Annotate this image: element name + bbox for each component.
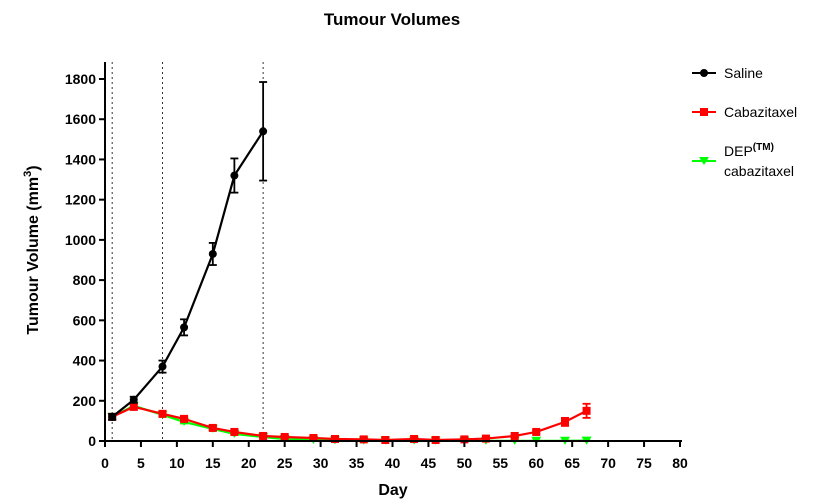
x-tick-label: 80	[672, 455, 688, 471]
y-tick-label: 1800	[65, 71, 96, 87]
y-tick-label: 400	[73, 353, 97, 369]
x-ticks: 0 5 10 15 20 25 30 35 40 45 50 55 60 65 70 75 80	[101, 441, 688, 471]
x-axis-label: Day	[378, 482, 407, 499]
y-axis-label-superscript: 3	[22, 171, 34, 177]
data-point	[208, 249, 217, 258]
reference-lines	[111, 62, 264, 441]
y-tick-label: 0	[88, 433, 96, 449]
data-point	[129, 395, 138, 404]
axes	[104, 62, 682, 442]
y-tick-label: 800	[73, 272, 97, 288]
data-point	[359, 435, 368, 444]
legend-marker-saline	[700, 69, 708, 77]
y-tick-label: 1000	[65, 232, 96, 248]
y-tick-label: 600	[73, 312, 97, 328]
data-point	[532, 427, 541, 436]
data-point	[180, 323, 189, 332]
data-point	[108, 412, 117, 421]
legend-label-saline: Saline	[724, 65, 763, 81]
legend-label-dep: DEP(TM)	[724, 142, 774, 159]
legend-label-dep-text: DEP	[724, 143, 753, 159]
data-point	[259, 127, 268, 136]
x-tick-label: 40	[385, 455, 401, 471]
data-point	[309, 433, 318, 442]
series-line	[111, 130, 265, 418]
chart-title: Tumour Volumes	[324, 10, 460, 29]
x-tick-label: 35	[349, 455, 365, 471]
data-point	[431, 435, 440, 444]
x-tick-label: 70	[600, 455, 616, 471]
data-point	[510, 431, 519, 440]
x-tick-label: 5	[137, 455, 145, 471]
x-tick-label: 45	[421, 455, 437, 471]
x-tick-label: 60	[528, 455, 544, 471]
legend-label-cabazitaxel: Cabazitaxel	[724, 104, 797, 120]
legend-item-cabazitaxel: Cabazitaxel	[692, 104, 797, 120]
y-axis-label-text: Tumour Volume (mm	[25, 177, 42, 335]
data-point	[410, 434, 419, 443]
series-cabazitaxel	[108, 402, 591, 444]
y-tick-label: 1200	[65, 192, 96, 208]
y-axis-label: Tumour Volume (mm3)	[22, 165, 42, 334]
x-tick-label: 30	[313, 455, 329, 471]
y-ticks: 0 200 400 600 800 1000 1200 1400 1600 1800	[65, 71, 105, 449]
data-point	[208, 423, 217, 432]
data-point	[331, 434, 339, 443]
y-tick-label: 1600	[65, 111, 96, 127]
legend-marker-cabazitaxel	[700, 108, 708, 116]
data-point	[280, 432, 289, 441]
data-point	[230, 171, 239, 180]
data-point	[460, 435, 469, 444]
y-tick-label: 1400	[65, 151, 96, 167]
legend-label-dep-superscript: (TM)	[753, 142, 774, 153]
legend-item-dep-cabazitaxel: DEP(TM) cabazitaxel	[692, 142, 794, 179]
data-point	[158, 409, 167, 418]
x-tick-label: 65	[564, 455, 580, 471]
x-tick-label: 25	[277, 455, 293, 471]
data-point	[481, 434, 490, 443]
data-point	[381, 435, 390, 444]
legend-item-saline: Saline	[692, 65, 763, 81]
data-point	[561, 417, 569, 426]
y-tick-label: 200	[73, 393, 97, 409]
legend: Saline Cabazitaxel DEP(TM) cabazitaxel	[692, 65, 797, 179]
data-point	[259, 431, 268, 440]
x-tick-label: 75	[636, 455, 652, 471]
x-tick-label: 15	[205, 455, 221, 471]
x-tick-label: 0	[101, 455, 109, 471]
x-tick-label: 10	[169, 455, 185, 471]
series-line	[111, 405, 588, 442]
data-point	[230, 427, 239, 436]
y-axis-label-close: )	[25, 165, 42, 170]
legend-label-dep-line2: cabazitaxel	[724, 163, 794, 179]
x-tick-label: 55	[493, 455, 509, 471]
legend-marker-dep-cabazitaxel	[699, 157, 709, 165]
plot-area	[107, 81, 592, 445]
data-point	[582, 406, 591, 415]
data-point	[129, 402, 138, 411]
x-tick-label: 50	[457, 455, 473, 471]
x-tick-label: 20	[241, 455, 257, 471]
series-saline	[108, 81, 268, 421]
data-point	[158, 362, 167, 371]
data-point	[180, 414, 189, 423]
